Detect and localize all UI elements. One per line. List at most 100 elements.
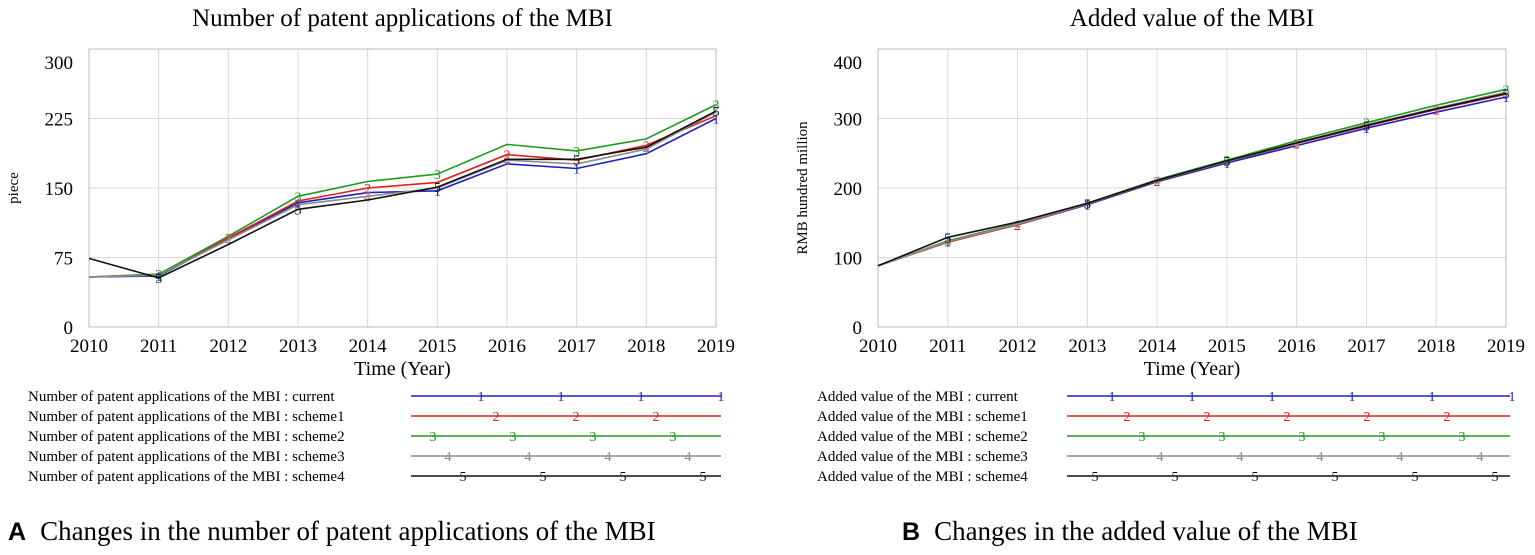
b-legend-marker-scheme4: 5 bbox=[1252, 470, 1259, 485]
a-legend-label-scheme2: Number of patent applications of the MBI… bbox=[28, 429, 345, 445]
b-legend-marker-scheme1: 2 bbox=[1204, 410, 1211, 425]
a-legend-marker-scheme1: 2 bbox=[493, 410, 500, 425]
a-legend-marker-scheme4: 5 bbox=[540, 470, 547, 485]
b-legend-marker-scheme3: 4 bbox=[1397, 450, 1404, 465]
b-legend-marker-scheme1: 2 bbox=[1444, 410, 1451, 425]
b-series-marker-scheme3: 4 bbox=[1014, 218, 1021, 233]
a-series-marker-scheme1: 2 bbox=[504, 149, 511, 164]
a-legend-label-scheme4: Number of patent applications of the MBI… bbox=[28, 469, 345, 485]
b-legend-marker-scheme2: 3 bbox=[1459, 430, 1466, 445]
a-x-tick-label: 2019 bbox=[697, 336, 735, 357]
b-x-tick-label: 2019 bbox=[1487, 336, 1525, 357]
b-y-tick-label: 100 bbox=[834, 249, 863, 270]
b-series-marker-scheme4: 5 bbox=[1084, 197, 1091, 212]
a-series-marker-current: 1 bbox=[573, 163, 580, 178]
b-legend-marker-scheme1: 2 bbox=[1124, 410, 1131, 425]
b-series-line-scheme1 bbox=[877, 93, 1507, 267]
a-x-tick-label: 2012 bbox=[209, 336, 247, 357]
b-legend-marker-scheme4: 5 bbox=[1412, 470, 1419, 485]
caption-a-text: Changes in the number of patent applicat… bbox=[40, 516, 656, 546]
a-series-marker-scheme3: 4 bbox=[643, 143, 650, 158]
b-legend-marker-scheme4: 5 bbox=[1172, 470, 1179, 485]
b-x-tick-label: 2012 bbox=[999, 336, 1037, 357]
a-legend-marker-scheme3: 4 bbox=[525, 450, 532, 465]
b-legend-marker-scheme3: 4 bbox=[1237, 450, 1244, 465]
a-legend-marker-scheme2: 3 bbox=[430, 430, 437, 445]
a-series-marker-current: 1 bbox=[713, 113, 720, 128]
a-y-tick-label: 300 bbox=[45, 53, 74, 74]
a-series-marker-scheme4: 5 bbox=[155, 272, 162, 287]
b-series-marker-scheme4: 5 bbox=[1363, 119, 1370, 134]
b-series-marker-scheme1: 2 bbox=[1293, 138, 1300, 153]
a-legend-marker-scheme1: 2 bbox=[573, 410, 580, 425]
b-legend-marker-current: 1 bbox=[1109, 390, 1116, 405]
b-x-tick-label: 2013 bbox=[1068, 336, 1106, 357]
a-series-line-scheme3 bbox=[88, 111, 717, 278]
a-x-axis-label: Time (Year) bbox=[354, 358, 451, 380]
a-x-tick-label: 2018 bbox=[627, 336, 665, 357]
b-series-line-scheme4 bbox=[877, 92, 1507, 267]
a-legend-marker-scheme4: 5 bbox=[620, 470, 627, 485]
b-series-marker-current: 1 bbox=[1084, 199, 1091, 214]
b-series-marker-scheme4: 5 bbox=[1223, 155, 1230, 170]
a-series-marker-scheme2: 3 bbox=[573, 145, 580, 160]
a-x-tick-label: 2014 bbox=[349, 336, 388, 357]
a-series-marker-scheme3: 4 bbox=[364, 190, 371, 205]
b-legend-marker-scheme3: 4 bbox=[1477, 450, 1484, 465]
a-legend-marker-scheme4: 5 bbox=[700, 470, 707, 485]
b-legend-marker-scheme4: 5 bbox=[1492, 470, 1499, 485]
b-legend-marker-current: 1 bbox=[1189, 390, 1196, 405]
b-series-marker-scheme3: 4 bbox=[1154, 174, 1161, 189]
b-x-tick-label: 2018 bbox=[1417, 336, 1455, 357]
b-series-line-current bbox=[877, 96, 1507, 267]
b-legend-marker-current: 1 bbox=[1509, 390, 1516, 405]
a-x-tick-label: 2013 bbox=[279, 336, 317, 357]
a-y-tick-label: 150 bbox=[45, 179, 74, 200]
caption-b: B Changes in the added value of the MBI bbox=[902, 516, 1358, 547]
b-series-marker-current: 1 bbox=[1503, 91, 1510, 106]
a-y-tick-label: 75 bbox=[54, 249, 73, 270]
a-legend-marker-current: 1 bbox=[478, 390, 485, 405]
b-legend-marker-scheme3: 4 bbox=[1317, 450, 1324, 465]
b-plot-frame bbox=[877, 48, 1507, 328]
b-series-marker-scheme1: 2 bbox=[1014, 219, 1021, 234]
b-legend-marker-scheme1: 2 bbox=[1364, 410, 1371, 425]
b-legend-label-scheme4: Added value of the MBI : scheme4 bbox=[817, 469, 1028, 485]
b-legend-marker-scheme3: 4 bbox=[1157, 450, 1164, 465]
b-legend-label-scheme3: Added value of the MBI : scheme3 bbox=[817, 449, 1028, 465]
b-x-tick-label: 2014 bbox=[1138, 336, 1177, 357]
caption-b-text: Changes in the added value of the MBI bbox=[934, 516, 1358, 546]
a-series-marker-scheme4: 5 bbox=[434, 181, 441, 196]
a-legend-label-current: Number of patent applications of the MBI… bbox=[28, 389, 335, 405]
a-series-marker-scheme2: 3 bbox=[295, 190, 302, 205]
b-y-tick-label: 200 bbox=[834, 179, 863, 200]
a-x-tick-label: 2015 bbox=[418, 336, 456, 357]
b-y-axis-label: RMB hundred million bbox=[795, 121, 811, 255]
a-series-marker-scheme2: 3 bbox=[713, 99, 720, 114]
a-x-tick-label: 2010 bbox=[70, 336, 108, 357]
b-series-marker-current: 1 bbox=[1363, 122, 1370, 137]
b-x-tick-label: 2017 bbox=[1347, 336, 1385, 357]
b-legend-marker-scheme2: 3 bbox=[1379, 430, 1386, 445]
a-series-marker-scheme4: 5 bbox=[573, 153, 580, 168]
b-series-marker-current: 1 bbox=[1223, 157, 1230, 172]
a-legend-label-scheme1: Number of patent applications of the MBI… bbox=[28, 409, 345, 425]
b-legend-label-scheme1: Added value of the MBI : scheme1 bbox=[817, 409, 1028, 425]
a-x-tick-label: 2017 bbox=[558, 336, 596, 357]
b-legend-marker-current: 1 bbox=[1429, 390, 1436, 405]
b-y-tick-label: 300 bbox=[834, 110, 863, 131]
a-legend-marker-scheme2: 3 bbox=[590, 430, 597, 445]
b-legend-marker-scheme4: 5 bbox=[1332, 470, 1339, 485]
b-legend-marker-current: 1 bbox=[1349, 390, 1356, 405]
a-x-tick-label: 2011 bbox=[140, 336, 177, 357]
a-x-tick-label: 2016 bbox=[488, 336, 526, 357]
b-legend-label-scheme2: Added value of the MBI : scheme2 bbox=[817, 429, 1028, 445]
a-y-tick-label: 225 bbox=[45, 110, 74, 131]
caption-a: A Changes in the number of patent applica… bbox=[8, 516, 656, 547]
b-legend-label-current: Added value of the MBI : current bbox=[817, 389, 1019, 405]
b-x-tick-label: 2010 bbox=[859, 336, 897, 357]
a-legend-marker-scheme4: 5 bbox=[460, 470, 467, 485]
a-legend-marker-scheme1: 2 bbox=[653, 410, 660, 425]
b-x-tick-label: 2015 bbox=[1208, 336, 1246, 357]
b-legend-marker-scheme1: 2 bbox=[1284, 410, 1291, 425]
